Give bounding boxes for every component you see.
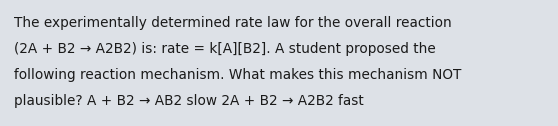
- Text: following reaction mechanism. What makes this mechanism NOT: following reaction mechanism. What makes…: [14, 68, 461, 82]
- Text: plausible? A + B2 → AB2 slow 2A + B2 → A2B2 fast: plausible? A + B2 → AB2 slow 2A + B2 → A…: [14, 94, 364, 108]
- Text: (2A + B2 → A2B2) is: rate = k[A][B2]. A student proposed the: (2A + B2 → A2B2) is: rate = k[A][B2]. A …: [14, 42, 436, 56]
- Text: The experimentally determined rate law for the overall reaction: The experimentally determined rate law f…: [14, 16, 452, 30]
